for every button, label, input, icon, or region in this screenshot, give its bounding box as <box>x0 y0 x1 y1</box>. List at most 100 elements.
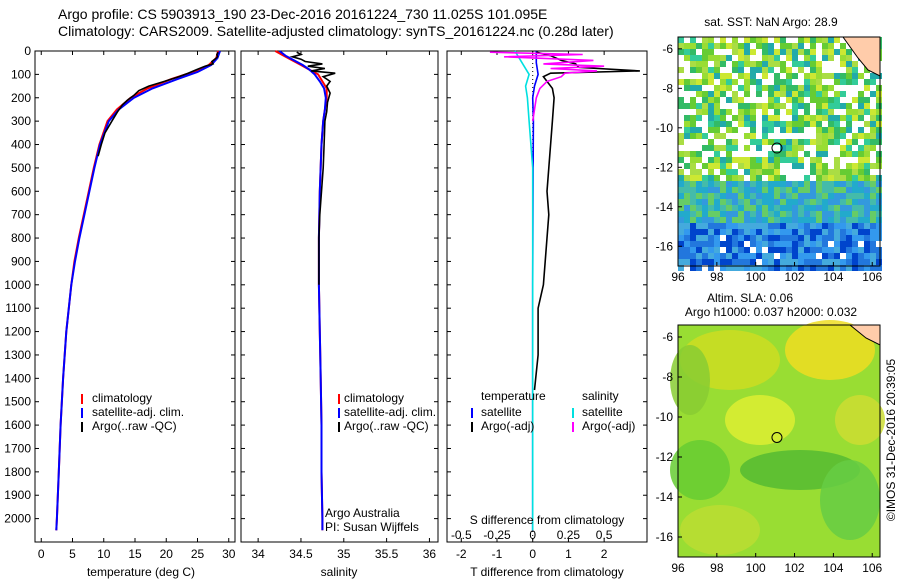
sst-cell <box>852 109 858 115</box>
sst-cell <box>798 97 804 103</box>
sst-cell <box>828 229 834 235</box>
sst-cell <box>684 193 690 199</box>
depth-tick-label: 800 <box>11 231 31 245</box>
sst-cell <box>786 157 792 163</box>
sst-cell <box>702 205 708 211</box>
sst-cell <box>708 49 714 55</box>
sst-cell <box>828 253 834 259</box>
sst-cell <box>822 115 828 121</box>
profile-axes-frame <box>34 50 236 543</box>
sst-cell <box>846 151 852 157</box>
top-tick-label: -0.25 <box>483 528 511 542</box>
sst-cell <box>702 49 708 55</box>
sst-cell <box>726 241 732 247</box>
sst-cell <box>690 199 696 205</box>
sst-cell <box>804 103 810 109</box>
sst-cell <box>696 67 702 73</box>
sst-cell <box>774 223 780 229</box>
sst-cell <box>756 265 762 271</box>
sst-cell <box>858 109 864 115</box>
sst-cell <box>876 265 882 271</box>
sst-cell <box>708 241 714 247</box>
sst-cell <box>708 193 714 199</box>
sst-cell <box>834 247 840 253</box>
sst-cell <box>678 157 684 163</box>
sst-cell <box>750 205 756 211</box>
sst-cell <box>864 103 870 109</box>
sst-cell <box>690 193 696 199</box>
legend-climatology-label: climatology <box>92 391 152 405</box>
sst-cell <box>876 217 882 223</box>
sst-cell <box>840 115 846 121</box>
sst-cell <box>774 175 780 181</box>
sst-cell <box>720 37 726 43</box>
map-x-tick-label: 102 <box>785 270 805 284</box>
sst-cell <box>720 265 726 271</box>
sst-cell <box>804 199 810 205</box>
sst-cell <box>678 217 684 223</box>
sst-cell <box>756 163 762 169</box>
sst-cell <box>762 193 768 199</box>
sst-cell <box>678 37 684 43</box>
depth-tick-label: 400 <box>11 138 31 152</box>
sst-cell <box>864 157 870 163</box>
sst-cell <box>738 199 744 205</box>
sst-cell <box>780 199 786 205</box>
sst-cell <box>870 175 876 181</box>
sst-cell <box>852 223 858 229</box>
sst-cell <box>846 103 852 109</box>
sst-cell <box>684 133 690 139</box>
sst-cell <box>684 217 690 223</box>
sst-cell <box>750 157 756 163</box>
sst-cell <box>678 175 684 181</box>
series-line <box>97 51 219 157</box>
sst-cell <box>852 151 858 157</box>
sst-cell <box>846 61 852 67</box>
sst-cell <box>846 115 852 121</box>
sst-cell <box>792 235 798 241</box>
map-x-tick-label: 106 <box>862 561 882 575</box>
sst-cell <box>792 73 798 79</box>
sst-cell <box>792 181 798 187</box>
sst-cell <box>870 193 876 199</box>
sst-cell <box>858 169 864 175</box>
legend-s-argo: Argo(-adj) <box>582 419 635 433</box>
sst-cell <box>828 121 834 127</box>
sst-cell <box>678 139 684 145</box>
sst-cell <box>810 169 816 175</box>
sst-cell <box>786 73 792 79</box>
sst-cell <box>774 157 780 163</box>
depth-tick-label: 500 <box>11 161 31 175</box>
sst-cell <box>816 103 822 109</box>
sst-cell <box>714 73 720 79</box>
sst-cell <box>696 91 702 97</box>
sst-cell <box>690 121 696 127</box>
sst-cell <box>846 187 852 193</box>
sst-cell <box>810 121 816 127</box>
sst-cell <box>690 37 696 43</box>
sst-cell <box>780 103 786 109</box>
sst-cell <box>714 127 720 133</box>
sst-cell <box>726 145 732 151</box>
sst-cell <box>684 127 690 133</box>
sst-cell <box>702 61 708 67</box>
sst-cell <box>834 133 840 139</box>
top-tick-label: 0.25 <box>557 528 581 542</box>
sst-cell <box>750 79 756 85</box>
sst-cell <box>684 103 690 109</box>
sst-cell <box>726 175 732 181</box>
sst-cell <box>762 253 768 259</box>
sst-cell <box>870 265 876 271</box>
sst-cell <box>780 85 786 91</box>
sst-cell <box>870 115 876 121</box>
sst-cell <box>756 181 762 187</box>
sst-cell <box>864 85 870 91</box>
sst-cell <box>840 73 846 79</box>
sst-cell <box>732 43 738 49</box>
sst-cell <box>852 241 858 247</box>
sst-map-panel: 96 98 100 102 104 106 -6 -8 -10 -12 -14 -16 <box>656 36 883 284</box>
sst-cell <box>858 205 864 211</box>
sst-cell <box>858 235 864 241</box>
depth-tick-label: 300 <box>11 114 31 128</box>
sst-cell <box>780 145 786 151</box>
